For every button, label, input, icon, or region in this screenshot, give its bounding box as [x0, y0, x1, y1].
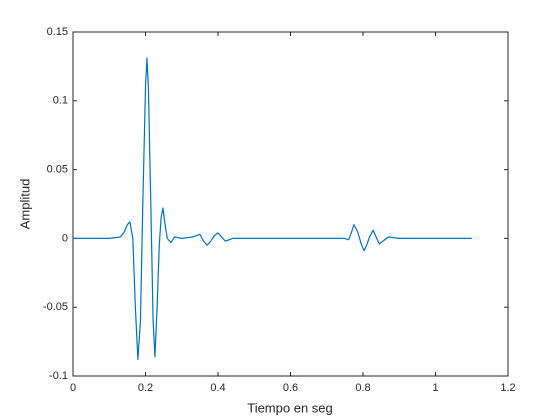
- y-axis-label: Amplitud: [17, 179, 32, 230]
- y-tick-label: 0.05: [47, 164, 68, 176]
- x-tick-label: 1.2: [500, 382, 515, 394]
- data-line: [73, 57, 472, 361]
- x-tick-label: 1: [432, 382, 438, 394]
- y-tick-label: -0.05: [43, 301, 68, 313]
- x-tick-label: 0.8: [355, 382, 370, 394]
- x-tick-label: 0: [70, 382, 76, 394]
- y-tick-label: 0.1: [53, 95, 68, 107]
- x-tick-label: 0.4: [210, 382, 225, 394]
- x-tick-label: 0.2: [138, 382, 153, 394]
- y-tick-label: -0.1: [49, 370, 68, 382]
- y-tick-label: 0: [62, 232, 68, 244]
- x-tick-label: 0.6: [283, 382, 298, 394]
- y-tick-label: 0.15: [47, 26, 68, 38]
- x-axis-label: Tiempo en seg: [247, 400, 333, 415]
- axes-box: [72, 31, 509, 377]
